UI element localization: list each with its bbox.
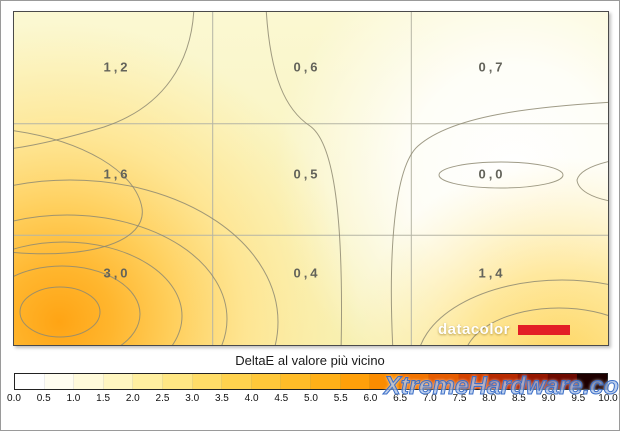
datacolor-logo: datacolor	[438, 321, 570, 338]
colorbar-tick: 4.0	[244, 393, 259, 404]
colorbar-segment	[44, 374, 75, 389]
colorbar	[14, 373, 608, 390]
colorbar-segment	[74, 374, 104, 389]
colorbar-tick: 0.5	[36, 393, 51, 404]
colorbar-segment	[281, 374, 311, 389]
high-deltae-zone	[14, 12, 608, 345]
colorbar-tick: 5.5	[333, 393, 348, 404]
colorbar-segment	[103, 374, 134, 389]
contour-plot-svg	[14, 12, 608, 345]
colorbar-tick: 4.5	[274, 393, 289, 404]
colorbar-tick: 8.0	[482, 393, 497, 404]
colorbar-segment	[15, 374, 45, 389]
colorbar-segment	[222, 374, 252, 389]
colorbar-tick: 8.5	[511, 393, 526, 404]
contour-plot-area: 1,2 0,6 0,7 1,6 0,5 0,0 3,0 0,4 1,4 data…	[13, 11, 609, 346]
colorbar-segment	[399, 374, 430, 389]
colorbar-segment	[162, 374, 193, 389]
colorbar-tick: 2.5	[155, 393, 170, 404]
colorbar-segment	[547, 374, 578, 389]
datacolor-logo-bar	[518, 324, 570, 335]
colorbar-segment	[251, 374, 282, 389]
colorbar-tick: 6.5	[393, 393, 408, 404]
colorbar-tick: 10.0	[598, 393, 618, 404]
colorbar-tick: 5.0	[304, 393, 318, 404]
cell-label-r0c0: 1,2	[103, 59, 131, 75]
chart-title: DeltaE al valore più vicino	[235, 353, 385, 368]
cell-label-r1c1: 0,5	[293, 166, 321, 182]
colorbar-segment	[192, 374, 223, 389]
colorbar-tick: 1.5	[96, 393, 111, 404]
colorbar-ticks: 0.0 0.5 1.0 1.5 2.0 2.5 3.0 3.5 4.0 4.5 5.0 5.5 6.0 6…	[7, 393, 618, 407]
colorbar-segment	[518, 374, 548, 389]
colorbar-tick: 3.0	[185, 393, 200, 404]
colorbar-tick: 2.0	[125, 393, 140, 404]
colorbar-tick: 7.0	[422, 393, 437, 404]
colorbar-tick: 6.0	[363, 393, 378, 404]
contour-lines	[14, 12, 608, 345]
cell-label-r1c0: 1,6	[103, 166, 131, 182]
colorbar-segment	[340, 374, 371, 389]
datacolor-logo-text: datacolor	[437, 321, 510, 338]
colorbar-segment	[370, 374, 400, 389]
cell-label-r2c2: 1,4	[478, 265, 506, 281]
cell-label-r2c0: 3,0	[103, 265, 131, 281]
colorbar-segment	[429, 374, 459, 389]
colorbar-tick: 7.5	[452, 393, 467, 404]
cell-label-r2c1: 0,4	[293, 265, 321, 281]
cell-label-r0c2: 0,7	[478, 59, 506, 75]
colorbar-segment	[488, 374, 519, 389]
cell-label-r1c2: 0,0	[478, 166, 506, 182]
colorbar-segment	[133, 374, 163, 389]
colorbar-tick: 3.5	[214, 393, 229, 404]
colorbar-segment	[458, 374, 489, 389]
colorbar-segment	[310, 374, 341, 389]
grid-lines	[14, 12, 608, 345]
colorbar-segment	[577, 374, 607, 389]
colorbar-tick: 0.0	[7, 393, 21, 404]
colorbar-tick: 9.5	[571, 393, 586, 404]
colorbar-tick: 9.0	[541, 393, 556, 404]
cell-label-r0c1: 0,6	[293, 59, 321, 75]
colorbar-tick: 1.0	[66, 393, 81, 404]
